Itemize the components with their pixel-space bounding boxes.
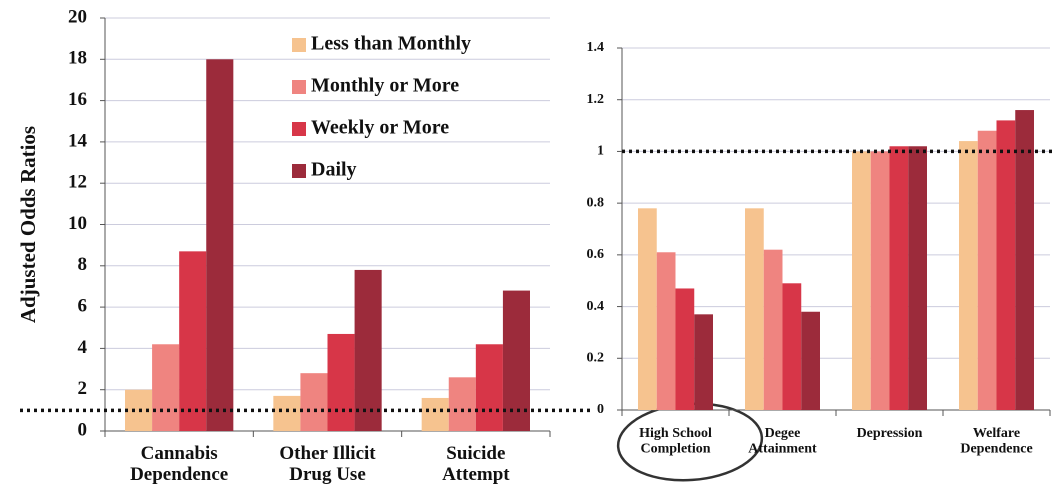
x-tick-label: High School Completion (639, 426, 712, 456)
bar (152, 344, 180, 431)
y-tick-label: 6 (78, 295, 88, 316)
bar (327, 333, 355, 431)
bar (179, 251, 207, 431)
bar (421, 397, 449, 431)
y-tick-label: 10 (68, 213, 87, 234)
bar (782, 283, 802, 410)
y-tick-label: 14 (68, 130, 88, 151)
y-tick-label: 0.8 (587, 195, 605, 210)
bar (694, 314, 713, 410)
x-tick-label: Suicide Attempt (442, 443, 510, 485)
bar (475, 344, 503, 431)
bar (801, 311, 820, 410)
legend-swatch (292, 164, 306, 178)
legend-label: Daily (311, 159, 357, 181)
bar (448, 377, 476, 431)
x-tick-label: Cannabis Dependence (130, 443, 228, 485)
legend-swatch (292, 122, 306, 136)
bar (206, 59, 234, 432)
bar (1015, 110, 1034, 411)
y-tick-label: 1.4 (587, 40, 605, 55)
x-tick-label: Other Illicit Drug Use (279, 443, 376, 485)
y-tick-label: 16 (68, 89, 87, 110)
bar (745, 208, 764, 410)
bar (977, 130, 997, 410)
y-tick-label: 0.6 (587, 247, 605, 262)
bar (959, 141, 978, 411)
bar (852, 151, 871, 410)
y-tick-label: 4 (78, 337, 88, 358)
bar (996, 120, 1016, 411)
y-tick-label: 1.2 (587, 92, 605, 107)
x-tick-label: Depression (857, 426, 923, 441)
y-tick-label: 20 (68, 6, 87, 27)
y-tick-label: 2 (78, 378, 88, 399)
y-tick-label: 0.2 (587, 351, 605, 366)
legend-label: Weekly or More (311, 117, 449, 139)
y-tick-label: 0.4 (587, 299, 605, 314)
bar (675, 288, 695, 410)
bar (870, 151, 890, 410)
legend-label: Monthly or More (311, 75, 459, 97)
legend-label: Less than Monthly (311, 33, 471, 55)
legend-swatch (292, 38, 306, 52)
bar (354, 269, 382, 431)
y-axis-label: Adjusted Odds Ratios (16, 126, 40, 323)
y-tick-label: 18 (68, 48, 87, 69)
bar (656, 252, 676, 410)
bar (889, 146, 909, 410)
y-tick-label: 0 (78, 419, 88, 440)
bar (300, 373, 328, 431)
y-tick-label: 1 (597, 144, 604, 159)
bar (273, 395, 301, 431)
bar (908, 146, 927, 410)
x-tick-label: Welfare Dependence (960, 426, 1032, 456)
y-tick-label: 12 (68, 172, 87, 193)
bar (502, 290, 530, 431)
bar (763, 249, 783, 410)
bar (638, 208, 657, 410)
legend-swatch (292, 80, 306, 94)
y-tick-label: 0 (597, 402, 604, 417)
y-tick-label: 8 (78, 254, 88, 275)
x-tick-label: Degee Attainment (748, 426, 817, 456)
